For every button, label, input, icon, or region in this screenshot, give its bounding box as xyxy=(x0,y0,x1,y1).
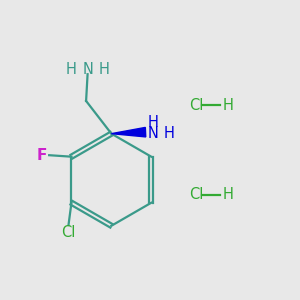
Text: F: F xyxy=(37,148,47,163)
Text: Cl: Cl xyxy=(189,98,203,113)
Text: H: H xyxy=(98,62,110,77)
Text: H: H xyxy=(148,115,158,130)
Text: Cl: Cl xyxy=(189,187,203,202)
Text: H: H xyxy=(164,126,175,141)
Text: H: H xyxy=(223,187,234,202)
Text: H: H xyxy=(223,98,234,113)
Text: N: N xyxy=(148,126,158,141)
Text: H: H xyxy=(66,62,77,77)
Polygon shape xyxy=(111,128,146,137)
Text: N: N xyxy=(82,62,93,77)
Text: Cl: Cl xyxy=(61,225,76,240)
